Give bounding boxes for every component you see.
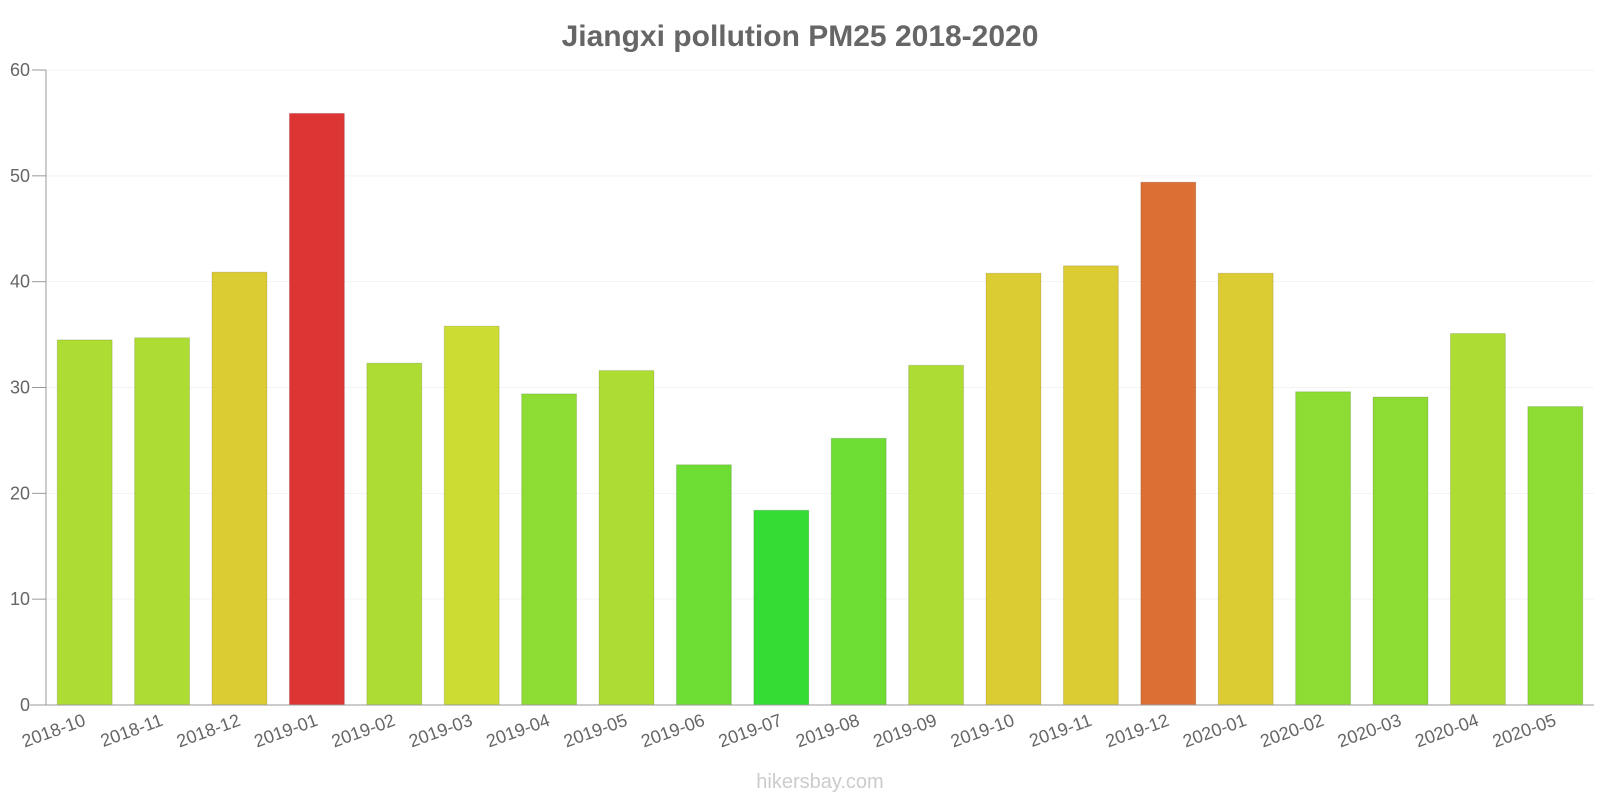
bar-2020-02[interactable] (1295, 391, 1352, 706)
x-tick-label: 2020-01 (1180, 710, 1249, 751)
x-tick-label: 2018-12 (174, 710, 243, 751)
x-tick-label: 2018-11 (98, 710, 166, 751)
y-tick-label: 30 (10, 378, 30, 398)
x-tick-label: 2019-04 (484, 710, 553, 751)
bar-2020-03[interactable] (1372, 396, 1429, 706)
bar-2019-03[interactable] (443, 325, 500, 706)
bar-2019-09[interactable] (908, 364, 965, 706)
x-tick-label: 2019-10 (948, 710, 1017, 751)
y-tick-label: 50 (10, 166, 30, 186)
bar-2020-01[interactable] (1217, 272, 1274, 706)
bar-2019-05[interactable] (598, 370, 655, 706)
x-tick-label: 2019-07 (716, 710, 785, 751)
y-tick-label: 20 (10, 483, 30, 503)
watermark: hikersbay.com (756, 771, 883, 793)
x-tick-label: 2019-11 (1027, 710, 1095, 751)
bar-2019-01[interactable] (288, 112, 345, 706)
bar-2019-02[interactable] (366, 362, 423, 706)
x-tick-label: 2019-05 (561, 710, 630, 751)
y-tick-label: 40 (10, 272, 30, 292)
y-tick-label: 60 (10, 60, 30, 80)
x-tick-label: 2019-02 (329, 710, 398, 751)
bar-2019-11[interactable] (1062, 265, 1119, 706)
bar-2020-05[interactable] (1527, 406, 1584, 706)
bar-2019-10[interactable] (985, 272, 1042, 706)
x-tick-label: 2020-04 (1412, 710, 1481, 751)
bar-2019-04[interactable] (521, 393, 578, 706)
bar-2018-11[interactable] (134, 337, 191, 706)
bars (56, 112, 1584, 706)
x-tick-label: 2019-06 (638, 710, 707, 751)
bar-2019-06[interactable] (675, 464, 732, 706)
bar-2019-08[interactable] (830, 437, 887, 706)
grid-lines (46, 69, 1594, 600)
x-tick-label: 2018-10 (19, 710, 88, 751)
x-tick-label: 2019-01 (251, 710, 320, 751)
x-tick-label: 2019-08 (793, 710, 862, 751)
bar-2018-10[interactable] (56, 339, 113, 706)
chart-title: Jiangxi pollution PM25 2018-2020 (562, 20, 1039, 53)
x-tick-label: 2020-03 (1335, 710, 1404, 751)
bar-2019-07[interactable] (753, 509, 810, 706)
y-tick-label: 0 (20, 695, 30, 715)
bar-2018-12[interactable] (211, 271, 268, 706)
x-tick-label: 2020-05 (1490, 710, 1559, 751)
bar-2019-12[interactable] (1140, 181, 1197, 706)
x-tick-label: 2019-09 (871, 710, 940, 751)
x-tick-label: 2020-02 (1258, 710, 1327, 751)
y-axis-ticks: 0 10 20 30 40 50 60 (10, 60, 46, 715)
x-tick-label: 2019-12 (1103, 710, 1172, 751)
x-tick-label: 2019-03 (406, 710, 475, 751)
bar-2020-04[interactable] (1449, 333, 1506, 706)
y-tick-label: 10 (10, 589, 30, 609)
x-axis-ticks: 2018-10 2018-11 2018-12 2019-01 2019-02 2019-… (19, 710, 1559, 751)
